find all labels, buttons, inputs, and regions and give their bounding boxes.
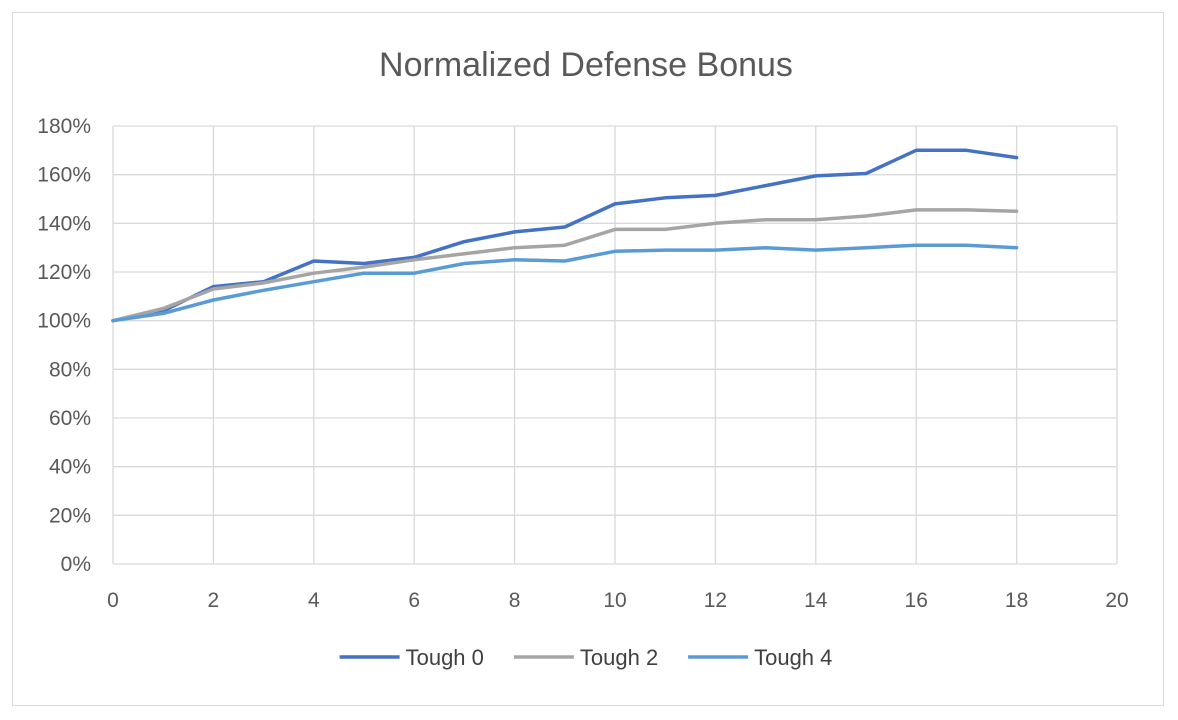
legend-label: Tough 2 — [580, 645, 658, 670]
y-tick-label: 0% — [61, 553, 91, 576]
series-lines — [111, 148, 1019, 323]
y-tick-label: 120% — [37, 261, 91, 284]
legend-label: Tough 4 — [754, 645, 832, 670]
x-tick-label: 20 — [1105, 589, 1128, 612]
legend: Tough 0 Tough 2 Tough 4 — [339, 645, 832, 670]
legend-item: Tough 2 — [513, 645, 658, 670]
y-tick-label: 20% — [49, 504, 91, 527]
y-tick-label: 80% — [49, 358, 91, 381]
gridlines — [112, 125, 1118, 565]
series-line-tough-2 — [111, 208, 1019, 323]
y-tick-label: 180% — [37, 115, 91, 138]
legend-item: Tough 0 — [339, 645, 484, 670]
x-tick-label: 0 — [107, 589, 119, 612]
y-tick-label: 40% — [49, 456, 91, 479]
y-tick-label: 100% — [37, 310, 91, 333]
x-tick-label: 12 — [704, 589, 727, 612]
x-tick-label: 4 — [308, 589, 320, 612]
x-axis-tick-labels: 0 2 4 6 8 10 12 14 16 18 20 — [107, 589, 1129, 612]
y-tick-label: 60% — [49, 407, 91, 430]
chart-title: Normalized Defense Bonus — [379, 46, 793, 84]
legend-item: Tough 4 — [688, 645, 832, 670]
y-tick-label: 160% — [37, 164, 91, 187]
x-tick-label: 2 — [208, 589, 220, 612]
x-tick-label: 16 — [905, 589, 928, 612]
y-tick-label: 140% — [37, 212, 91, 235]
y-axis-tick-labels: 0% 20% 40% 60% 80% 100% 120% 140% 160% 180% — [37, 115, 91, 576]
series-line-tough-0 — [111, 148, 1019, 323]
x-tick-label: 14 — [804, 589, 828, 612]
x-tick-label: 18 — [1005, 589, 1028, 612]
chart-area — [12, 12, 1164, 706]
x-tick-label: 6 — [408, 589, 420, 612]
x-tick-label: 8 — [509, 589, 521, 612]
series-line-tough-4 — [111, 243, 1019, 323]
legend-label: Tough 0 — [406, 645, 484, 670]
x-tick-label: 10 — [603, 589, 626, 612]
